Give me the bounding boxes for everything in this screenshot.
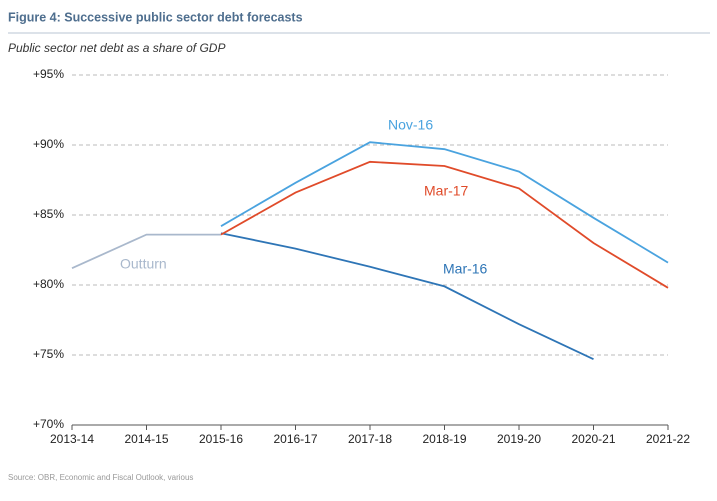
series-line bbox=[71, 233, 221, 270]
x-tick-label: 2015-16 bbox=[199, 432, 243, 446]
chart-title: Figure 4: Successive public sector debt … bbox=[8, 10, 303, 24]
subtitle: Public sector net debt as a share of GDP bbox=[8, 41, 225, 55]
x-tick-label: 2019-20 bbox=[497, 432, 541, 446]
y-tick-label: +80% bbox=[33, 277, 64, 291]
y-tick-label: +75% bbox=[33, 347, 64, 361]
x-tick-label: 2021-22 bbox=[646, 432, 690, 446]
x-tick-label: 2013-14 bbox=[50, 432, 94, 446]
series-label: Mar-17 bbox=[424, 183, 469, 199]
y-tick-label: +90% bbox=[33, 137, 64, 151]
series-label: Nov-16 bbox=[388, 117, 433, 133]
y-tick-label: +70% bbox=[33, 417, 64, 431]
series-label: Outturn bbox=[120, 256, 167, 272]
series-line bbox=[220, 160, 669, 289]
series-line bbox=[220, 232, 594, 361]
x-tick-label: 2016-17 bbox=[273, 432, 317, 446]
y-tick-label: +95% bbox=[33, 67, 64, 81]
x-tick-label: 2017-18 bbox=[348, 432, 392, 446]
x-tick-label: 2014-15 bbox=[124, 432, 168, 446]
source: Source: OBR, Economic and Fiscal Outlook… bbox=[8, 473, 193, 482]
x-tick-label: 2018-19 bbox=[422, 432, 466, 446]
series-label: Mar-16 bbox=[443, 261, 488, 277]
y-tick-label: +85% bbox=[33, 207, 64, 221]
series-line bbox=[220, 141, 669, 264]
x-tick-label: 2020-21 bbox=[571, 432, 615, 446]
